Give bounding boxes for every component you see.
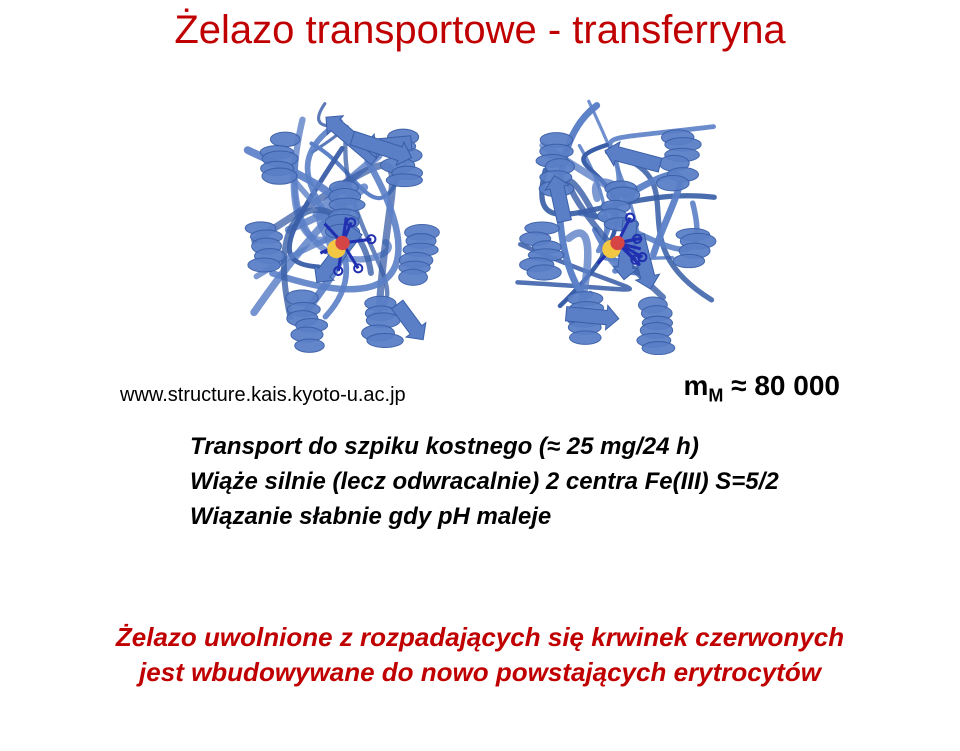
footer-text-block: Żelazo uwolnione z rozpadających się krw… xyxy=(50,620,910,690)
mass-subscript: M xyxy=(708,386,723,406)
footer-line-2: jest wbudowywane do nowo powstających er… xyxy=(50,655,910,690)
body-line-2: Wiąże silnie (lecz odwracalnie) 2 centra… xyxy=(190,465,810,500)
protein-structure-left xyxy=(210,80,475,355)
molecular-mass: mM ≈ 80 000 xyxy=(684,370,840,407)
mass-value: 80 000 xyxy=(754,370,840,401)
protein-structure-right xyxy=(485,80,750,355)
image-source-citation: www.structure.kais.kyoto-u.ac.jp xyxy=(120,384,406,407)
protein-figure-row xyxy=(0,80,960,355)
footer-line-1: Żelazo uwolnione z rozpadających się krw… xyxy=(50,620,910,655)
mass-symbol: m xyxy=(684,370,709,401)
slide-title: Żelazo transportowe - transferryna xyxy=(0,8,960,53)
body-line-3: Wiązanie słabnie gdy pH maleje xyxy=(190,500,810,535)
slide: Żelazo transportowe - transferryna www.s… xyxy=(0,0,960,751)
mass-approx: ≈ xyxy=(731,370,746,401)
body-line-1: Transport do szpiku kostnego (≈ 25 mg/24… xyxy=(190,430,810,465)
citation-and-mass-row: www.structure.kais.kyoto-u.ac.jp mM ≈ 80… xyxy=(120,370,840,407)
title-text: Żelazo transportowe - transferryna xyxy=(174,8,785,52)
body-text-block: Transport do szpiku kostnego (≈ 25 mg/24… xyxy=(190,430,810,534)
